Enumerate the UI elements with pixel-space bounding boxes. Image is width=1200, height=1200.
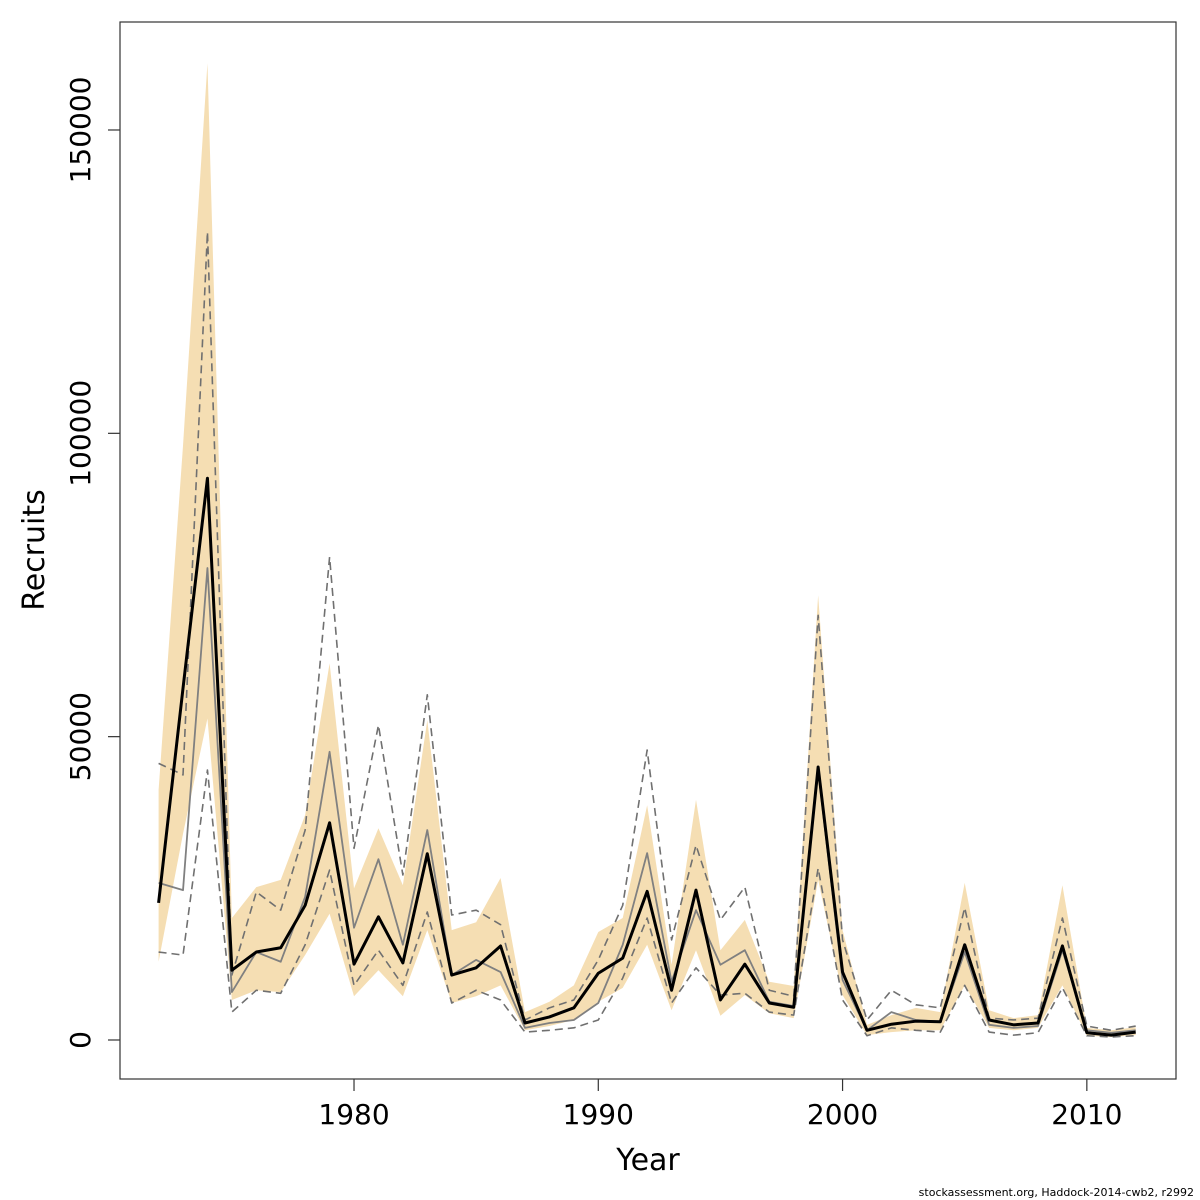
plot-frame [119,21,1177,1080]
y-tick-label: 0 [64,1031,97,1049]
series-line [158,567,1136,1034]
y-axis-label: Recruits [17,489,52,611]
confidence-band [158,63,1136,1037]
x-tick-label: 1990 [563,1098,634,1131]
dashed-line [158,231,1136,1032]
y-tick-label: 100000 [64,380,97,487]
x-tick-label: 1980 [318,1098,389,1131]
dashed-line [158,769,1136,1038]
footer: stockassessment.org, Haddock-2014-cwb2, … [919,1186,1194,1199]
y-tick-label: 150000 [64,77,97,184]
x-tick-label: 2000 [807,1098,878,1131]
y-tick-label: 50000 [64,692,97,781]
x-axis-label: Year [615,1143,680,1178]
series-line [157,476,1136,1037]
x-tick-label: 2010 [1051,1098,1122,1131]
